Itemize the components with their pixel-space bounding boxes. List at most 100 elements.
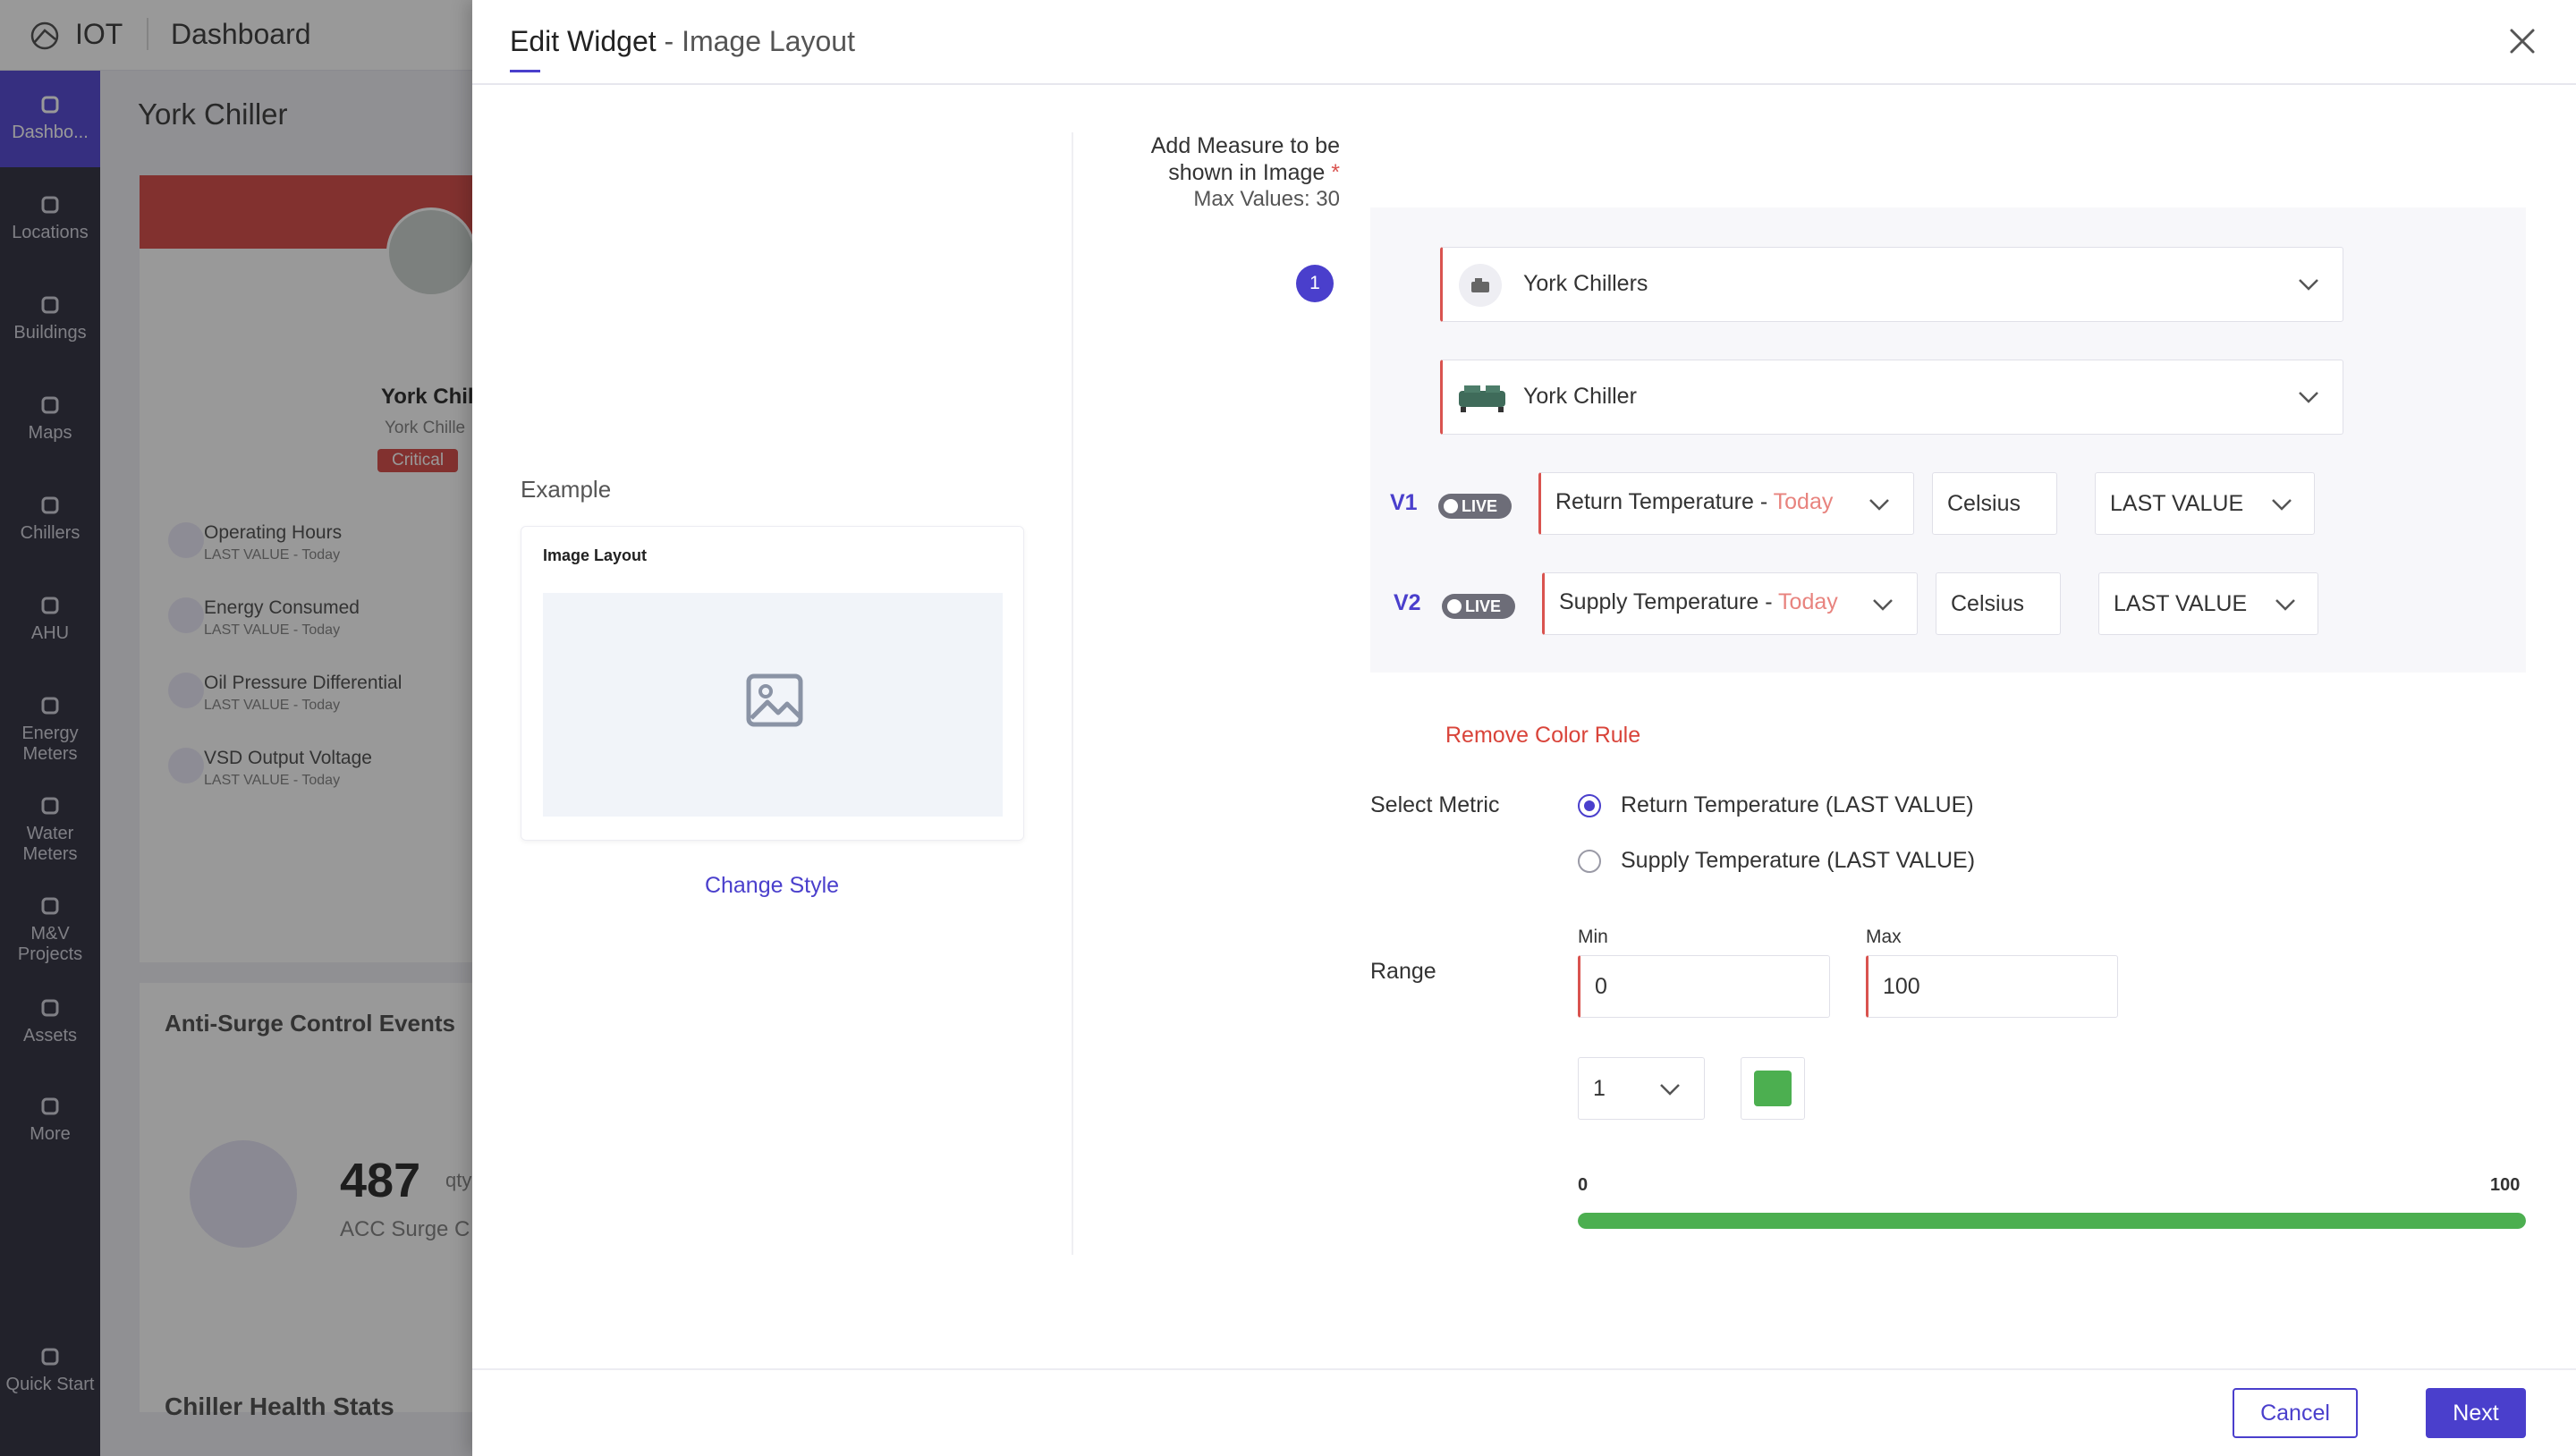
close-icon[interactable] <box>2506 25 2538 57</box>
sidebar-item-label: M&V Projects <box>17 924 83 964</box>
sidebar-item-more[interactable]: More <box>0 1072 100 1169</box>
measure-label: Add Measure to be shown in Image * Max V… <box>1080 132 1340 213</box>
modal-title-sub: - Image Layout <box>664 25 855 57</box>
radio-label: Supply Temperature (LAST VALUE) <box>1621 848 1976 873</box>
image-icon <box>746 673 803 727</box>
live-toggle[interactable]: LIVE <box>1442 594 1515 619</box>
card-sub: York Chille <box>385 419 466 437</box>
sidebar-item-chillers[interactable]: Chillers <box>0 471 100 568</box>
measure-row-label: V1 <box>1390 490 1418 515</box>
metric-name-text: Supply Temperature <box>1559 589 1759 614</box>
max-label: Max <box>1866 927 1902 947</box>
chevron-down-icon <box>1660 1084 1680 1096</box>
dashboard-title[interactable]: York Chiller <box>138 97 288 131</box>
sidebar-item-energy-meters[interactable]: Energy Meters <box>0 672 100 768</box>
sidebar-item-assets[interactable]: Assets <box>0 974 100 1071</box>
live-toggle-label: LIVE <box>1462 497 1498 515</box>
sidebar-item-label: Maps <box>28 423 72 443</box>
category-select[interactable]: York Chillers <box>1440 247 2343 322</box>
range-scale-fill <box>1578 1213 2526 1229</box>
period-text: Today <box>1773 489 1834 514</box>
events-icon <box>190 1140 297 1248</box>
sidebar-item-dashbo-[interactable]: Dashbo... <box>0 71 100 167</box>
sidebar-item-label: Quick Start <box>5 1375 95 1394</box>
metric-icon <box>168 597 204 633</box>
health-title: Chiller Health Stats <box>165 1393 394 1420</box>
metric-select-value: Return Temperature - Today <box>1555 489 1834 514</box>
cancel-button[interactable]: Cancel <box>2233 1388 2358 1438</box>
metric-name: Oil Pressure Differential <box>204 673 402 693</box>
min-input-value: 0 <box>1595 974 1607 999</box>
measure-row-label: V2 <box>1394 590 1421 615</box>
more-icon <box>41 1097 59 1115</box>
sidebar-item-label: Chillers <box>20 523 80 543</box>
color-swatch <box>1754 1071 1792 1106</box>
metric-row[interactable]: Oil Pressure Differential LAST VALUE - To… <box>168 673 402 714</box>
sidebar-item-locations[interactable]: Locations <box>0 171 100 267</box>
metric-row[interactable]: Operating Hours LAST VALUE - Today <box>168 522 343 563</box>
chevron-down-icon <box>2299 279 2318 291</box>
asset-select[interactable]: York Chiller <box>1440 360 2343 435</box>
aggregation-select[interactable]: LAST VALUE <box>2095 472 2315 535</box>
unit-select[interactable]: Celsius <box>1936 572 2061 635</box>
chiller-category-icon <box>1459 264 1502 307</box>
sidebar: Dashbo... Locations Buildings Maps Chillers A… <box>0 71 100 1456</box>
assets-icon <box>41 999 59 1017</box>
count-select[interactable]: 1 <box>1578 1057 1705 1120</box>
unit-select-value: Celsius <box>1947 491 2021 516</box>
max-values: Max Values: 30 <box>1193 187 1340 211</box>
modal-backdrop[interactable] <box>0 0 483 1456</box>
radio-label: Return Temperature (LAST VALUE) <box>1621 792 1974 817</box>
water-meter-icon <box>41 797 59 815</box>
sidebar-item-label: Energy Meters <box>21 724 79 764</box>
metric-select[interactable]: Supply Temperature - Today <box>1542 572 1918 635</box>
sidebar-item-water-meters[interactable]: Water Meters <box>0 772 100 868</box>
sidebar-item-label: Locations <box>12 223 89 242</box>
chevron-down-icon <box>2299 392 2318 403</box>
sidebar-item-m-v-projects[interactable]: M&V Projects <box>0 872 100 969</box>
column-divider <box>1072 132 1073 1255</box>
metric-row[interactable]: Energy Consumed LAST VALUE - Today <box>168 597 360 639</box>
chiller-icon <box>41 496 59 514</box>
chiller-asset-icon <box>1459 385 1505 412</box>
metric-icon <box>168 748 204 783</box>
iot-logo-icon <box>30 21 59 50</box>
dashboard-icon <box>41 96 59 114</box>
live-toggle[interactable]: LIVE <box>1438 494 1512 519</box>
metric-row[interactable]: VSD Output Voltage LAST VALUE - Today <box>168 748 372 789</box>
card-name: York Chill <box>381 385 480 409</box>
sidebar-item-label: More <box>30 1124 71 1144</box>
unit-select-value: Celsius <box>1951 591 2024 616</box>
radio-button[interactable] <box>1578 850 1601 873</box>
toggle-knob <box>1444 499 1458 513</box>
metric-sub: LAST VALUE - Today <box>204 698 341 713</box>
map-pin-icon <box>41 396 59 414</box>
scale-max-label: 100 <box>2490 1175 2521 1195</box>
dashboard-content: York Chiller York Chill York Chille Crit… <box>100 71 485 1456</box>
metric-name: Operating Hours <box>204 522 343 543</box>
metric-select-value: Supply Temperature - Today <box>1559 589 1838 614</box>
sidebar-item-ahu[interactable]: AHU <box>0 571 100 668</box>
min-input[interactable]: 0 <box>1578 955 1830 1018</box>
sidebar-item-quick-start[interactable]: Quick Start <box>0 1323 100 1419</box>
color-picker[interactable] <box>1741 1057 1805 1120</box>
topbar-divider <box>147 18 148 50</box>
edit-widget-modal: Edit Widget - Image Layout Example Image… <box>472 0 2576 1456</box>
metric-icon <box>168 673 204 708</box>
status-badge: Critical <box>377 449 459 472</box>
metric-select[interactable]: Return Temperature - Today <box>1538 472 1914 535</box>
max-input[interactable]: 100 <box>1866 955 2118 1018</box>
radio-button[interactable] <box>1578 794 1601 817</box>
asset-select-value: York Chiller <box>1523 384 1637 409</box>
sidebar-item-maps[interactable]: Maps <box>0 371 100 468</box>
sidebar-item-buildings[interactable]: Buildings <box>0 271 100 368</box>
category-select-value: York Chillers <box>1523 271 1648 296</box>
events-caption: ACC Surge C <box>340 1217 470 1241</box>
aggregation-select[interactable]: LAST VALUE <box>2098 572 2318 635</box>
required-star: * <box>1331 160 1340 185</box>
change-style-link[interactable]: Change Style <box>704 873 840 898</box>
next-button[interactable]: Next <box>2426 1388 2526 1438</box>
remove-color-rule-link[interactable]: Remove Color Rule <box>1445 723 1641 748</box>
unit-select[interactable]: Celsius <box>1932 472 2057 535</box>
